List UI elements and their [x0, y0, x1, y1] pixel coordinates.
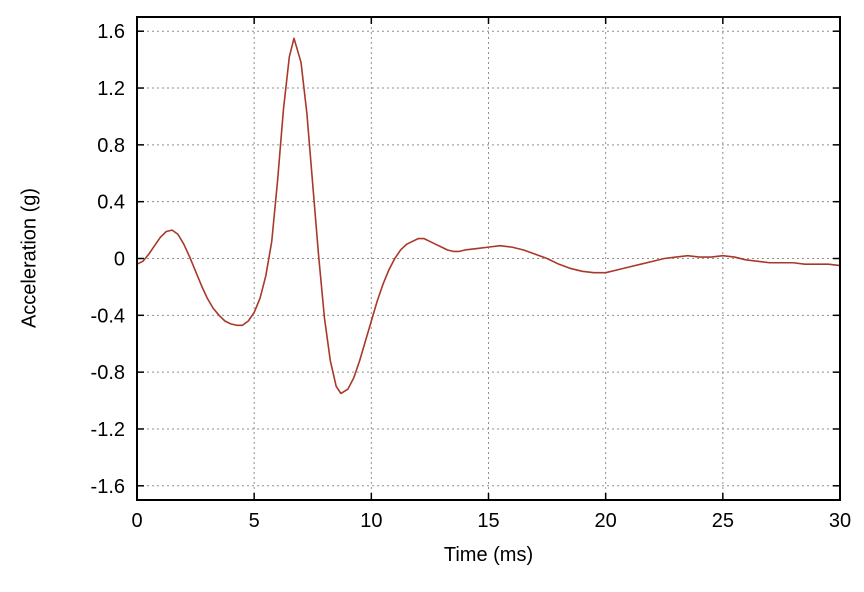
x-tick-label: 25 [712, 510, 734, 532]
x-tick-label: 5 [249, 510, 260, 532]
x-tick-label: 30 [829, 510, 851, 532]
y-tick-label: 0.8 [97, 135, 125, 157]
y-axis-title: Acceleration (g) [18, 187, 41, 329]
x-tick-label: 20 [595, 510, 617, 532]
x-tick-label: 15 [477, 510, 499, 532]
y-tick-label: 1.6 [97, 21, 125, 43]
x-axis-title: Time (ms) [443, 544, 534, 566]
x-tick-label: 10 [360, 510, 382, 532]
data-series-line [136, 37, 841, 395]
y-tick-label: 1.2 [97, 78, 125, 100]
y-tick-label: 0 [114, 249, 125, 271]
y-tick-label: -0.4 [91, 305, 125, 327]
y-tick-label: 0.4 [97, 192, 125, 214]
x-tick-label: 0 [131, 510, 142, 532]
plot-frame [136, 16, 841, 501]
y-tick-label: -0.8 [91, 362, 125, 384]
y-tick-label: -1.6 [91, 476, 125, 498]
y-tick-label: -1.2 [91, 419, 125, 441]
